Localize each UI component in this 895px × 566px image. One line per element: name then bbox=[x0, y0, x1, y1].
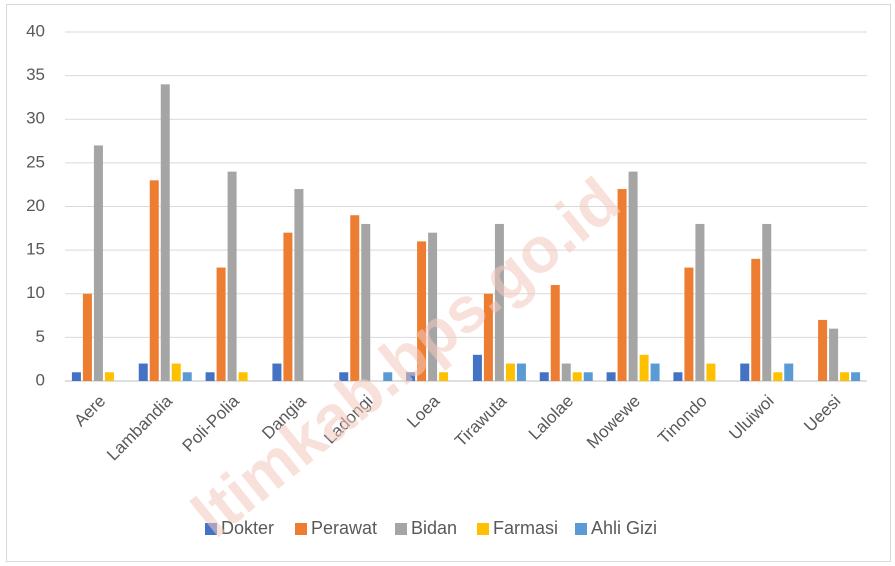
bar bbox=[294, 189, 304, 381]
bar bbox=[762, 223, 772, 381]
bar bbox=[539, 372, 549, 381]
bar bbox=[561, 363, 571, 381]
bar bbox=[695, 223, 705, 381]
bar bbox=[784, 363, 794, 381]
legend-item: Dokter bbox=[205, 518, 274, 538]
x-tick-label: Tinondo bbox=[654, 391, 710, 447]
bar bbox=[617, 189, 627, 381]
gridlines bbox=[65, 31, 867, 382]
y-tick-label: 35 bbox=[26, 65, 45, 84]
bar bbox=[639, 354, 649, 381]
legend-label: Ahli Gizi bbox=[591, 518, 657, 538]
bar bbox=[740, 363, 750, 381]
y-axis-ticks: 0 5 10 15 20 25 30 35 40 bbox=[26, 21, 45, 389]
bar bbox=[428, 232, 438, 381]
bar bbox=[417, 241, 427, 381]
bar bbox=[272, 363, 282, 381]
bar bbox=[494, 223, 504, 381]
bar bbox=[138, 363, 148, 381]
x-tick-label: Mowewe bbox=[583, 391, 644, 452]
bar bbox=[216, 267, 226, 381]
bar bbox=[283, 232, 293, 381]
bar bbox=[516, 363, 526, 381]
y-tick-label: 15 bbox=[26, 240, 45, 259]
y-tick-label: 10 bbox=[26, 283, 45, 302]
x-tick-label: Lambandia bbox=[103, 391, 176, 464]
bar bbox=[361, 223, 371, 381]
legend-swatch bbox=[205, 523, 217, 535]
bar bbox=[840, 372, 850, 381]
legend-item: Bidan bbox=[395, 518, 457, 538]
x-tick-label: Poli-Polia bbox=[179, 391, 244, 456]
legend-swatch bbox=[395, 523, 407, 535]
bar bbox=[339, 372, 349, 381]
bar bbox=[483, 293, 493, 381]
y-tick-label: 40 bbox=[26, 21, 45, 40]
bar bbox=[550, 285, 560, 381]
bar bbox=[439, 372, 449, 381]
legend-label: Farmasi bbox=[493, 518, 558, 538]
x-tick-label: Uluiwoi bbox=[725, 391, 777, 443]
bar bbox=[205, 372, 215, 381]
legend-item: Perawat bbox=[295, 518, 377, 538]
bar bbox=[583, 372, 593, 381]
legend: Dokter Perawat Bidan Farmasi Ahli Gizi bbox=[205, 518, 657, 538]
bar bbox=[829, 328, 839, 381]
bar bbox=[472, 354, 482, 381]
bar bbox=[606, 372, 616, 381]
legend-label: Perawat bbox=[311, 518, 377, 538]
bar bbox=[171, 363, 181, 381]
bar bbox=[406, 372, 416, 381]
bar bbox=[706, 363, 716, 381]
bar bbox=[238, 372, 248, 381]
y-tick-label: 0 bbox=[36, 370, 45, 389]
bar bbox=[684, 267, 694, 381]
legend-item: Farmasi bbox=[477, 518, 558, 538]
legend-label: Dokter bbox=[221, 518, 274, 538]
y-tick-label: 5 bbox=[36, 327, 45, 346]
watermark: ltimkab.bps.go.id bbox=[178, 164, 632, 551]
y-tick-label: 20 bbox=[26, 196, 45, 215]
x-tick-label: Ueesi bbox=[800, 391, 844, 435]
bar bbox=[628, 171, 638, 381]
bar bbox=[773, 372, 783, 381]
bar bbox=[673, 372, 683, 381]
y-tick-label: 30 bbox=[26, 109, 45, 128]
bar bbox=[505, 363, 515, 381]
x-tick-label: Tirawuta bbox=[451, 391, 510, 450]
bars bbox=[71, 84, 861, 381]
y-tick-label: 25 bbox=[26, 152, 45, 171]
legend-swatch bbox=[295, 523, 307, 535]
bar bbox=[572, 372, 582, 381]
x-tick-label: Lalolae bbox=[525, 391, 577, 443]
x-tick-label: Aere bbox=[70, 391, 109, 430]
bar bbox=[383, 372, 393, 381]
bar bbox=[227, 171, 237, 381]
bar bbox=[149, 180, 159, 381]
bar bbox=[71, 372, 81, 381]
bar bbox=[104, 372, 114, 381]
bar bbox=[350, 215, 360, 381]
legend-swatch bbox=[575, 523, 587, 535]
bar bbox=[818, 319, 828, 381]
bar bbox=[182, 372, 192, 381]
bar bbox=[751, 258, 761, 381]
legend-item: Ahli Gizi bbox=[575, 518, 657, 538]
bar bbox=[650, 363, 660, 381]
legend-swatch bbox=[477, 523, 489, 535]
bar bbox=[82, 293, 92, 381]
bar bbox=[851, 372, 861, 381]
bar bbox=[160, 84, 170, 381]
bar bbox=[93, 145, 103, 381]
legend-label: Bidan bbox=[411, 518, 457, 538]
